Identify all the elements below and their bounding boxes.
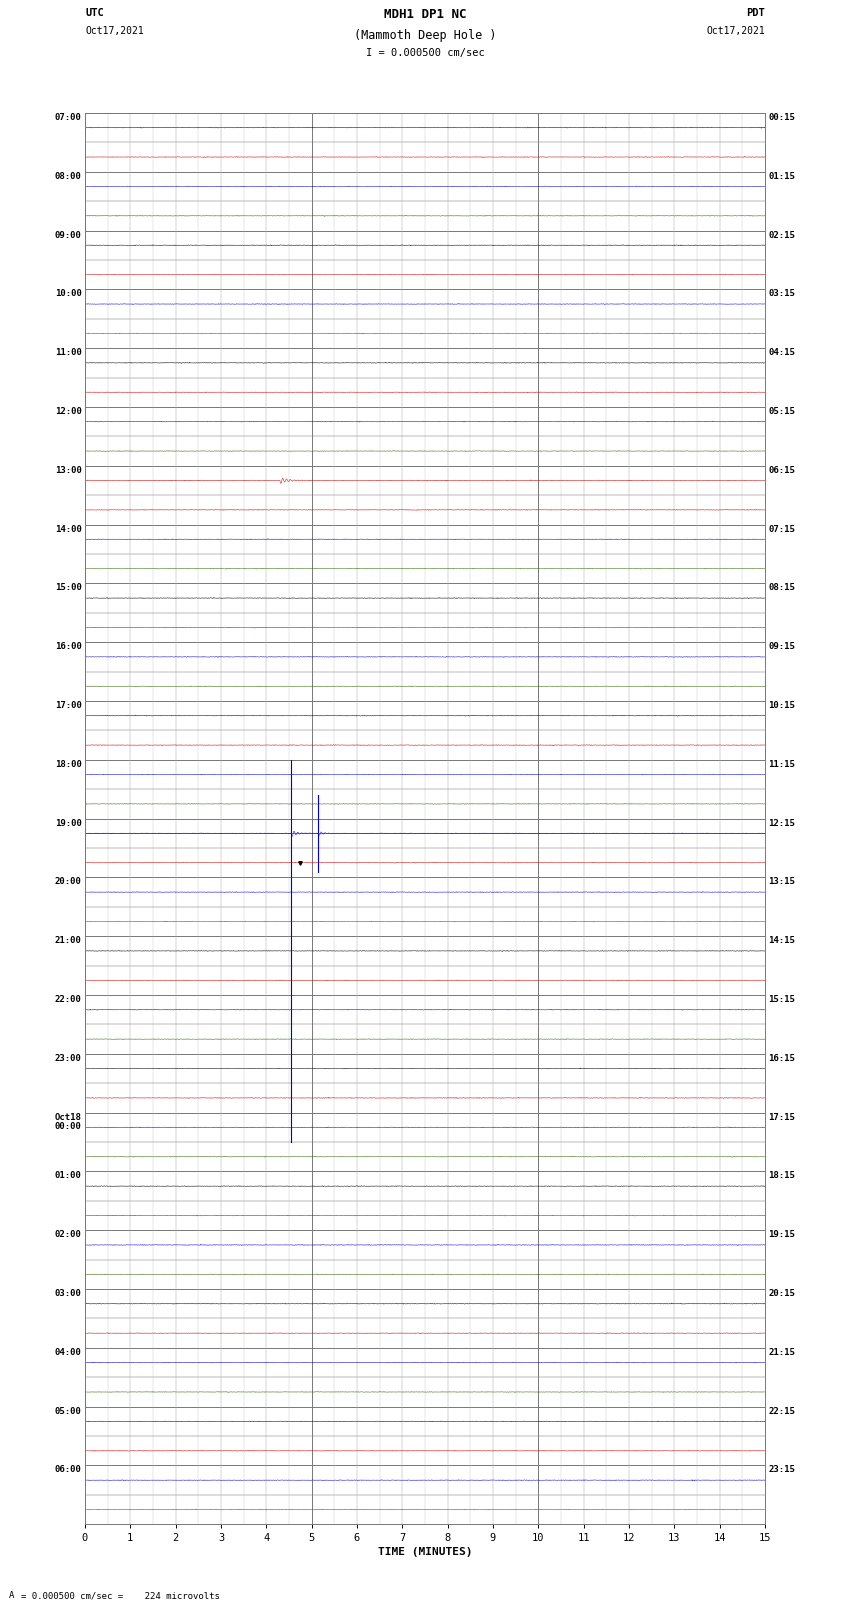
Text: I = 0.000500 cm/sec: I = 0.000500 cm/sec — [366, 48, 484, 58]
Text: 01:15: 01:15 — [768, 171, 796, 181]
Text: 01:00: 01:00 — [54, 1171, 82, 1181]
Text: 03:00: 03:00 — [54, 1289, 82, 1298]
Text: 07:00: 07:00 — [54, 113, 82, 123]
Text: 20:15: 20:15 — [768, 1289, 796, 1298]
Text: 13:15: 13:15 — [768, 877, 796, 887]
Text: 17:15: 17:15 — [768, 1113, 796, 1121]
Text: 17:00: 17:00 — [54, 702, 82, 710]
Text: 10:15: 10:15 — [768, 702, 796, 710]
Text: 21:00: 21:00 — [54, 936, 82, 945]
Text: 03:15: 03:15 — [768, 289, 796, 298]
Text: MDH1 DP1 NC: MDH1 DP1 NC — [383, 8, 467, 21]
Text: 02:00: 02:00 — [54, 1231, 82, 1239]
Text: 05:15: 05:15 — [768, 406, 796, 416]
Text: PDT: PDT — [746, 8, 765, 18]
Text: = 0.000500 cm/sec =    224 microvolts: = 0.000500 cm/sec = 224 microvolts — [21, 1590, 220, 1600]
Text: 18:00: 18:00 — [54, 760, 82, 769]
Text: 07:15: 07:15 — [768, 524, 796, 534]
Text: 04:15: 04:15 — [768, 348, 796, 356]
Text: 19:00: 19:00 — [54, 819, 82, 827]
Text: 14:00: 14:00 — [54, 524, 82, 534]
Text: 00:00: 00:00 — [54, 1123, 82, 1131]
Text: 16:00: 16:00 — [54, 642, 82, 652]
Text: 09:15: 09:15 — [768, 642, 796, 652]
Text: 23:15: 23:15 — [768, 1466, 796, 1474]
Text: 05:00: 05:00 — [54, 1407, 82, 1416]
Text: Oct17,2021: Oct17,2021 — [85, 26, 144, 35]
Text: Oct17,2021: Oct17,2021 — [706, 26, 765, 35]
Text: 08:15: 08:15 — [768, 584, 796, 592]
Text: 12:15: 12:15 — [768, 819, 796, 827]
Text: Oct18: Oct18 — [54, 1113, 82, 1121]
Text: 06:15: 06:15 — [768, 466, 796, 474]
Text: 12:00: 12:00 — [54, 406, 82, 416]
Text: 16:15: 16:15 — [768, 1053, 796, 1063]
Text: (Mammoth Deep Hole ): (Mammoth Deep Hole ) — [354, 29, 496, 42]
Text: 21:15: 21:15 — [768, 1348, 796, 1357]
Text: 10:00: 10:00 — [54, 289, 82, 298]
Text: UTC: UTC — [85, 8, 104, 18]
Text: A: A — [8, 1590, 14, 1600]
Text: 14:15: 14:15 — [768, 936, 796, 945]
Text: 06:00: 06:00 — [54, 1466, 82, 1474]
Text: 20:00: 20:00 — [54, 877, 82, 887]
X-axis label: TIME (MINUTES): TIME (MINUTES) — [377, 1547, 473, 1558]
Text: 13:00: 13:00 — [54, 466, 82, 474]
Text: 23:00: 23:00 — [54, 1053, 82, 1063]
Text: 09:00: 09:00 — [54, 231, 82, 239]
Text: 15:00: 15:00 — [54, 584, 82, 592]
Text: 11:15: 11:15 — [768, 760, 796, 769]
Text: 19:15: 19:15 — [768, 1231, 796, 1239]
Text: 15:15: 15:15 — [768, 995, 796, 1003]
Text: 04:00: 04:00 — [54, 1348, 82, 1357]
Text: 22:15: 22:15 — [768, 1407, 796, 1416]
Text: 00:15: 00:15 — [768, 113, 796, 123]
Text: 08:00: 08:00 — [54, 171, 82, 181]
Text: 02:15: 02:15 — [768, 231, 796, 239]
Text: 18:15: 18:15 — [768, 1171, 796, 1181]
Text: 22:00: 22:00 — [54, 995, 82, 1003]
Text: 11:00: 11:00 — [54, 348, 82, 356]
